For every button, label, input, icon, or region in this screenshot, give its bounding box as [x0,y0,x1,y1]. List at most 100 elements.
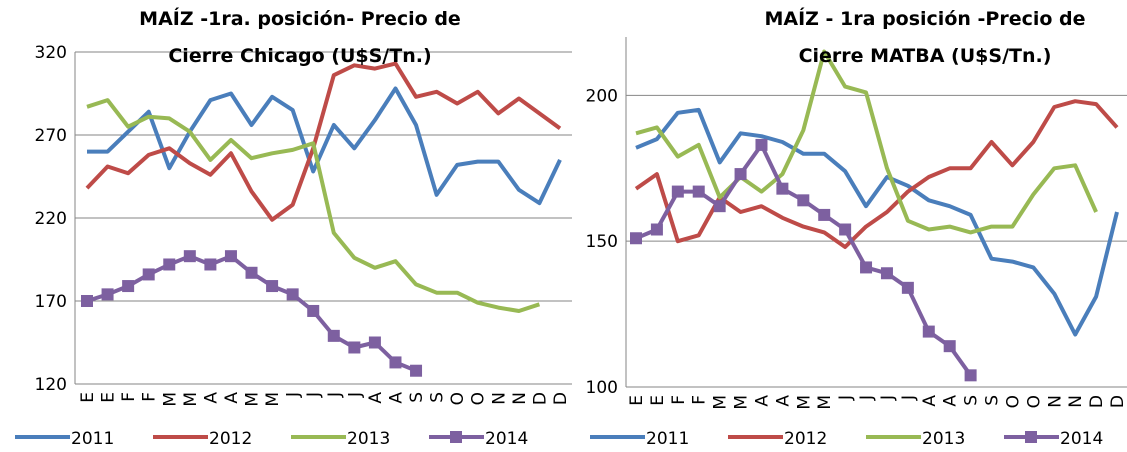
legend-marker [450,431,462,443]
x-tick-label: D [551,392,571,405]
legend-label: 2013 [347,429,390,448]
x-tick-label: F [119,392,139,402]
x-tick-label: N [510,392,530,405]
y-tick-label: 150 [586,232,618,252]
marker [348,341,361,354]
x-tick-label: S [962,395,982,406]
x-tick-label: D [1087,395,1107,408]
marker [964,369,977,382]
x-tick-label: M [243,392,263,407]
marker [142,268,155,281]
x-tick-label: A [773,395,793,407]
x-tick-label: O [469,392,489,405]
marker [901,281,914,294]
x-tick-label: E [648,395,668,406]
x-tick-label: S [407,392,427,403]
marker [163,258,176,271]
series-line [85,61,562,222]
marker [327,329,340,342]
y-tick-label: 170 [35,292,67,312]
marker [122,280,135,293]
y-tick-label: 220 [35,209,67,229]
chart-title: MAÍZ - 1ra posición -Precio de [764,7,1085,30]
x-tick-label: J [304,392,324,398]
x-tick-label: J [345,392,365,398]
legend-label: 2011 [646,429,689,448]
y-tick-label: 320 [35,43,67,63]
x-tick-label: A [941,395,961,407]
marker [755,138,768,151]
marker [368,336,381,349]
x-tick-label: J [857,395,877,401]
marker [692,185,705,198]
y-tick-label: 270 [35,126,67,146]
marker [183,250,196,263]
x-tick-label: D [1108,395,1127,408]
marker [224,250,237,263]
series-line [87,86,562,206]
x-tick-label: N [1045,395,1065,408]
marker [797,194,810,207]
x-tick-label: E [627,395,647,406]
x-tick-label: A [201,392,221,404]
marker [307,304,320,317]
marker [818,208,831,221]
chart-title: Cierre MATBA (U$S/Tn.) [799,45,1052,67]
x-tick-label: F [140,392,160,402]
chart-title: MAÍZ -1ra. posición- Precio de [139,7,461,30]
legend-label: 2012 [784,429,827,448]
marker [839,223,852,236]
x-tick-label: M [815,395,835,410]
marker [101,288,114,301]
x-tick-label: E [99,392,119,403]
x-tick-label: A [920,395,940,407]
x-tick-label: M [711,395,731,410]
legend-label: 2014 [1060,429,1103,448]
y-tick-label: 120 [35,375,67,395]
x-tick-label: M [732,395,752,410]
series-line [86,98,541,313]
series-line [635,107,1119,337]
x-tick-label: J [284,392,304,398]
x-tick-label: E [78,392,98,403]
x-tick-label: J [836,395,856,401]
marker [81,295,93,307]
legend-label: 2014 [485,429,528,448]
legend-marker [1025,431,1037,443]
x-tick-label: S [983,395,1003,406]
legend-label: 2012 [209,429,252,448]
marker [245,266,258,279]
x-tick-label: M [794,395,814,410]
x-tick-label: F [669,395,689,405]
marker [880,267,893,280]
x-tick-label: J [899,395,919,401]
x-tick-label: D [530,392,550,405]
marker [204,258,217,271]
x-tick-label: O [1003,395,1023,408]
series-line [635,49,1098,235]
marker [650,223,663,236]
x-tick-label: M [160,392,180,407]
x-tick-label: A [752,395,772,407]
x-tick-label: A [222,392,242,404]
x-tick-label: A [366,392,386,404]
marker [943,340,956,353]
marker [922,325,935,338]
x-tick-label: O [448,392,468,405]
x-tick-label: N [489,392,509,405]
marker [389,356,402,369]
legend-label: 2011 [71,429,114,448]
x-tick-label: M [181,392,201,407]
x-tick-label: O [1024,395,1044,408]
legend-label: 2013 [922,429,965,448]
marker [734,168,747,181]
marker [671,185,684,198]
chart-title: Cierre Chicago (U$S/Tn.) [168,45,431,67]
x-tick-label: F [690,395,710,405]
x-tick-label: N [1066,395,1086,408]
marker [630,232,642,245]
marker [860,261,873,274]
x-tick-label: J [325,392,345,398]
marker [266,280,279,293]
